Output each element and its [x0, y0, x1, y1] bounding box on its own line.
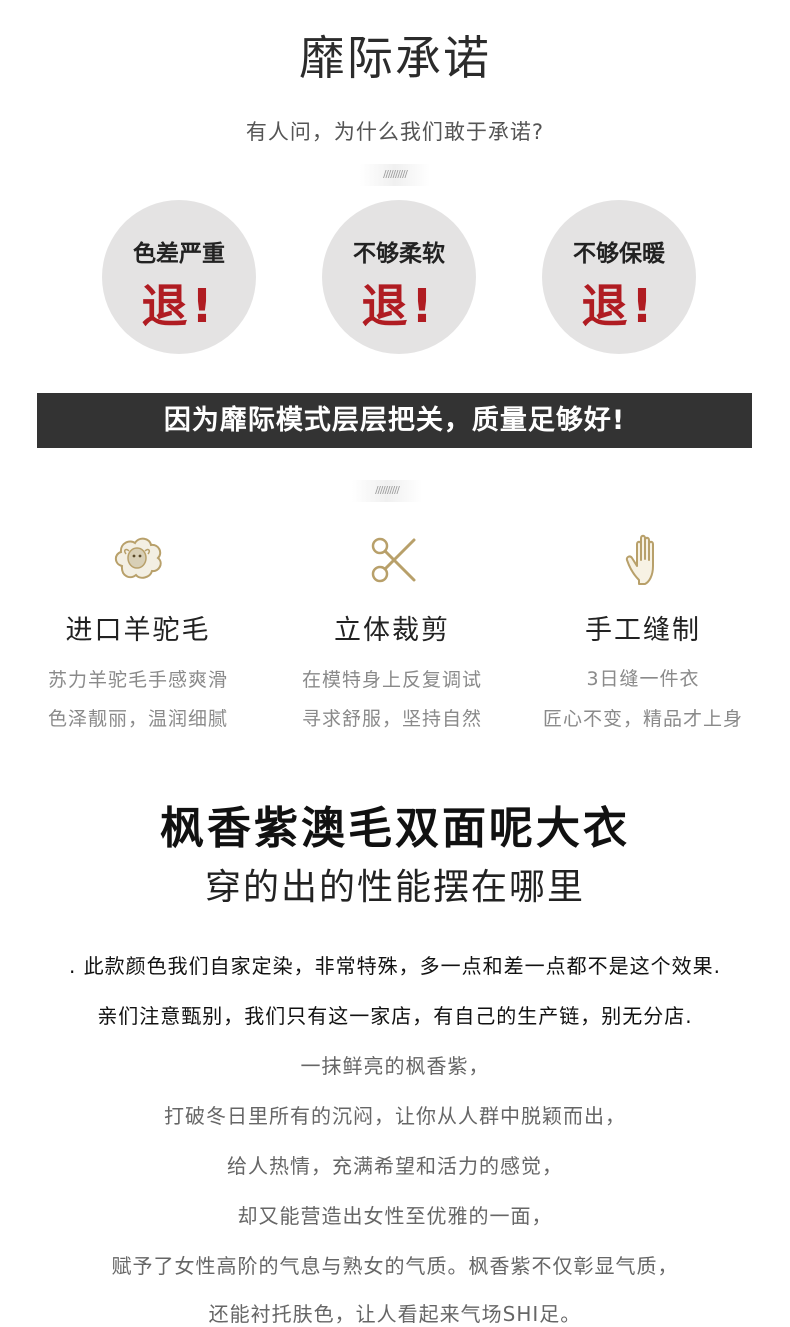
- description-line: 亲们注意甄别，我们只有这一家店，有自己的生产链，别无分店.: [97, 1004, 693, 1028]
- page-title: 靡际承诺: [299, 31, 491, 85]
- description-line: 还能衬托肤色，让人看起来气场SHI足。: [208, 1302, 582, 1326]
- scissors-icon: [371, 537, 416, 583]
- promise-condition: 不够柔软: [353, 241, 445, 267]
- feature-title: 进口羊驼毛: [65, 615, 211, 646]
- feature-line: 寻求舒服，坚持自然: [301, 708, 482, 730]
- sheep-icon: [114, 537, 162, 579]
- feature-handmade: 手工缝制 3日缝一件衣 匠心不变，精品才上身: [523, 530, 763, 740]
- promise-condition: 不够保暖: [573, 241, 665, 267]
- feature-alpaca-wool: 进口羊驼毛 苏力羊驼毛手感爽滑 色泽靓丽，温润细腻: [18, 530, 258, 740]
- feature-line: 苏力羊驼毛手感爽滑: [47, 669, 228, 691]
- page-subtitle: 有人问，为什么我们敢于承诺?: [245, 120, 545, 144]
- description-line: 一抹鲜亮的枫香紫，: [300, 1054, 490, 1078]
- description-line: 打破冬日里所有的沉闷，让你从人群中脱颖而出，: [164, 1104, 626, 1128]
- feature-tailoring: 立体裁剪 在模特身上反复调试 寻求舒服，坚持自然: [272, 530, 512, 740]
- description-line: 给人热情，充满希望和活力的感觉，: [227, 1154, 563, 1178]
- promise-result: 退!: [361, 279, 437, 333]
- feature-title: 手工缝制: [585, 615, 701, 646]
- promise-result: 退!: [581, 279, 657, 333]
- divider-ornament: //////////: [360, 164, 430, 186]
- promise-circle-color: 色差严重 退!: [102, 200, 256, 354]
- quality-banner: 因为靡际模式层层把关，质量足够好!: [37, 393, 752, 448]
- promise-circle-warmth: 不够保暖 退!: [542, 200, 696, 354]
- description-line: 却又能营造出女性至优雅的一面，: [237, 1204, 553, 1228]
- feature-line: 匠心不变，精品才上身: [542, 708, 743, 730]
- product-title: 枫香紫澳毛双面呢大衣: [160, 803, 630, 854]
- feature-line: 色泽靓丽，温润细腻: [47, 708, 228, 730]
- feature-line: 3日缝一件衣: [586, 668, 700, 690]
- hand-icon: [625, 534, 654, 585]
- description-line: 赋予了女性高阶的气息与熟女的气质。枫香紫不仅彰显气质，: [111, 1254, 679, 1278]
- feature-line: 在模特身上反复调试: [301, 669, 482, 691]
- promise-circle-softness: 不够柔软 退!: [322, 200, 476, 354]
- feature-title: 立体裁剪: [334, 615, 450, 646]
- promise-result: 退!: [141, 279, 217, 333]
- product-subtitle: 穿的出的性能摆在哪里: [204, 867, 585, 908]
- promise-condition: 色差严重: [133, 241, 225, 267]
- divider-ornament: //////////: [352, 480, 422, 502]
- description-line: . 此款颜色我们自家定染，非常特殊，多一点和差一点都不是这个效果.: [68, 954, 722, 978]
